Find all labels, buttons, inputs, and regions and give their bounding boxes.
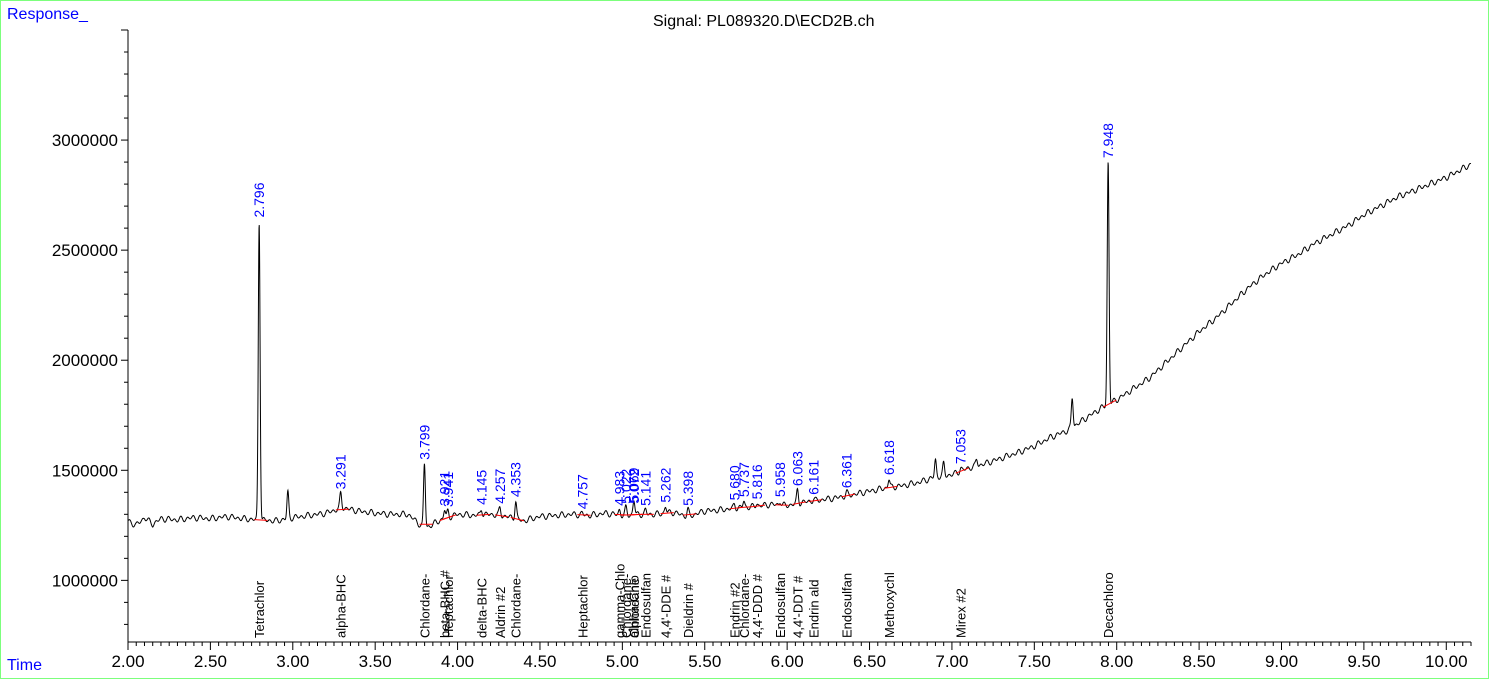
integration-baseline <box>442 514 457 520</box>
compound-label: Chlordane- <box>509 574 524 638</box>
peak-rt-label: 4.145 <box>473 470 489 505</box>
x-tick-label: 4.50 <box>523 652 556 671</box>
chart-title: Signal: PL089320.D\ECD2B.ch <box>653 13 875 30</box>
x-axis-label: Time <box>7 657 42 674</box>
peak-rt-label: 6.361 <box>839 453 855 488</box>
compound-label: alpha-Chlo <box>627 575 642 638</box>
compound-label: Endosulfan <box>773 573 788 638</box>
peak-rt-label: 5.141 <box>638 471 654 506</box>
peak-rt-label: 4.257 <box>492 468 508 503</box>
peak-rt-label: 5.069 <box>626 467 642 502</box>
x-tick-label: 6.50 <box>853 652 886 671</box>
compound-label: Aldrin #2 <box>493 587 508 638</box>
integration-baseline <box>883 485 898 489</box>
compound-label: alpha-BHC <box>334 574 349 638</box>
compound-label: Heptachlor <box>441 574 456 638</box>
peak-rt-label: 2.796 <box>251 182 267 217</box>
y-tick-label: 3000000 <box>52 131 118 150</box>
peak-rt-label: 3.921 <box>437 471 453 506</box>
peak-rt-label: 5.958 <box>772 462 788 497</box>
x-tick-label: 9.50 <box>1347 652 1380 671</box>
compound-label: Methoxychl <box>882 572 897 638</box>
peak-rt-label: 3.799 <box>416 424 432 459</box>
y-tick-label: 1000000 <box>52 571 118 590</box>
compound-label: Endrin ald <box>807 579 822 638</box>
y-axis-label: Response_ <box>7 6 88 23</box>
integration-baseline <box>955 467 970 474</box>
peak-rt-label: 6.618 <box>881 440 897 475</box>
compound-label: 4,4'-DDD # <box>750 573 765 638</box>
compound-label: Endrin #2 <box>727 582 742 638</box>
peak-rt-label: 4.353 <box>508 462 524 497</box>
signal-trace <box>127 162 1472 529</box>
compound-label: Dieldrin # <box>681 582 696 638</box>
integration-baseline <box>629 513 643 516</box>
peak-rt-label: 5.680 <box>726 465 742 500</box>
peak-rt-label: 4.757 <box>574 474 590 509</box>
x-tick-label: 4.00 <box>441 652 474 671</box>
peak-rt-label: 5.262 <box>658 467 674 502</box>
compound-label: Chlordane- <box>737 574 752 638</box>
compound-label: 4,4'-DDE # <box>659 574 674 638</box>
peak-rt-label: 7.948 <box>1100 123 1116 158</box>
integration-baseline <box>335 508 350 511</box>
peak-rt-label: 5.072 <box>626 468 642 503</box>
integration-baseline <box>738 506 753 509</box>
x-tick-label: 3.00 <box>276 652 309 671</box>
compound-label: Heptachlor <box>575 574 590 638</box>
integration-baseline <box>1102 399 1117 408</box>
integration-baseline <box>682 513 697 516</box>
x-tick-label: 2.50 <box>194 652 227 671</box>
compound-label: Chlordane <box>627 578 642 638</box>
peak-rt-label: 6.161 <box>806 460 822 495</box>
peak-rt-label: 5.816 <box>749 464 765 499</box>
peak-rt-label: 3.941 <box>440 472 456 507</box>
x-tick-label: 7.50 <box>1018 652 1051 671</box>
compound-label: delta-BHC <box>474 578 489 638</box>
integration-baseline <box>494 514 509 518</box>
compound-label: Endosulfan <box>639 573 654 638</box>
x-tick-label: 8.00 <box>1100 652 1133 671</box>
compound-label: Tetrachlor <box>252 580 267 638</box>
x-tick-label: 9.00 <box>1265 652 1298 671</box>
x-tick-label: 5.50 <box>688 652 721 671</box>
compound-label: Chlordane- <box>417 574 432 638</box>
compound-label: Decachloro <box>1101 572 1116 638</box>
peak-rt-label: 7.053 <box>953 429 969 464</box>
compound-label: Mirex #2 <box>954 588 969 638</box>
compound-label: beta-BHC # <box>438 569 453 638</box>
y-tick-label: 2000000 <box>52 351 118 370</box>
integration-baseline <box>841 493 855 498</box>
x-tick-label: 8.50 <box>1183 652 1216 671</box>
x-tick-label: 3.50 <box>359 652 392 671</box>
compound-label: gamma-Chlo <box>613 564 628 638</box>
peak-rt-label: 5.737 <box>736 462 752 497</box>
x-tick-label: 10.00 <box>1425 652 1468 671</box>
integration-baseline <box>577 514 591 516</box>
x-tick-label: 6.00 <box>771 652 804 671</box>
integration-baseline <box>510 517 525 522</box>
integration-baseline <box>792 501 806 505</box>
peak-rt-label: 5.022 <box>618 468 634 503</box>
integration-baseline <box>254 519 268 521</box>
x-tick-label: 7.00 <box>935 652 968 671</box>
peak-rt-label: 4.983 <box>612 471 628 506</box>
integration-baseline <box>808 499 822 503</box>
compound-label: Endosulfan <box>840 573 855 638</box>
peak-rt-label: 3.291 <box>333 454 349 489</box>
integration-baseline <box>751 504 766 508</box>
y-tick-label: 2500000 <box>52 241 118 260</box>
x-tick-label: 5.00 <box>606 652 639 671</box>
x-tick-label: 2.00 <box>111 652 144 671</box>
integration-baseline <box>775 504 789 506</box>
integration-baseline <box>476 513 490 516</box>
y-tick-label: 1500000 <box>52 461 118 480</box>
compound-label: 4,4'-DDT # <box>791 575 806 638</box>
peak-rt-label: 5.398 <box>680 471 696 506</box>
peak-rt-label: 6.063 <box>790 451 806 486</box>
compound-label: Chlordane- <box>619 574 634 638</box>
integration-baseline <box>660 512 674 515</box>
